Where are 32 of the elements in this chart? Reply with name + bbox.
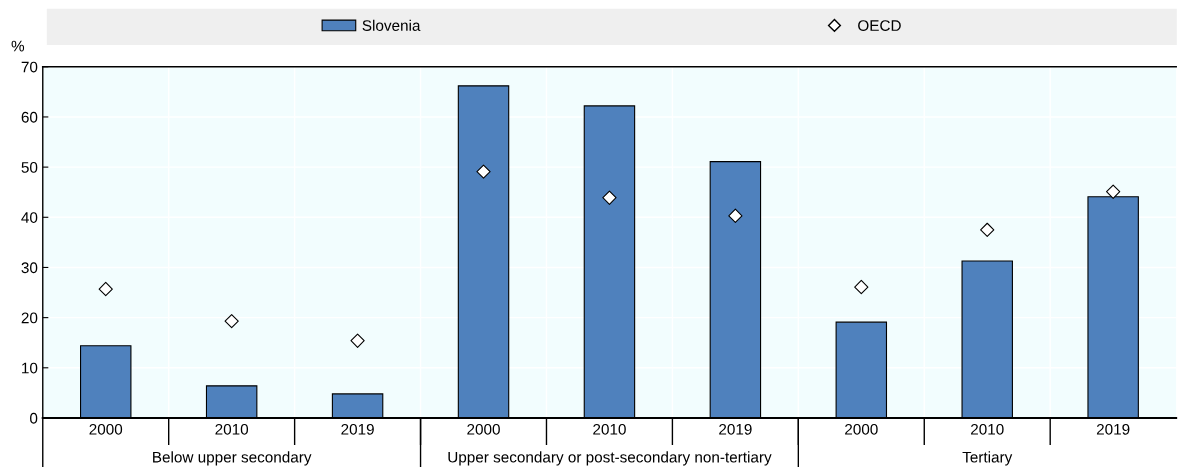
y-tick-label: 30 [21, 262, 38, 274]
point [854, 279, 869, 295]
point [980, 222, 995, 237]
point [602, 190, 617, 205]
point [98, 281, 113, 297]
x-tick-label: 2019 [719, 423, 752, 435]
x-tick-label: 2010 [215, 423, 249, 435]
y-tick-label: 0 [30, 412, 38, 424]
point [224, 313, 239, 329]
y-tick-label: 70 [21, 61, 38, 73]
y-axis-title: % [11, 40, 25, 52]
text: Upper secondary or post-secondary non-tertiary [448, 451, 772, 466]
point [350, 333, 365, 348]
text: Below upper secondary [153, 451, 312, 466]
y-tick-label: 50 [21, 161, 38, 173]
text: Tertiary [962, 451, 1013, 466]
x-tick-label: 2000 [89, 423, 123, 435]
x-tick-label: 2019 [341, 423, 374, 435]
x-tick-label: 2000 [467, 423, 500, 435]
y-tick-label: 40 [21, 212, 38, 223]
x-tick-label: 2000 [845, 423, 878, 435]
x-tick-label: 2010 [971, 423, 1004, 435]
point [1106, 184, 1121, 199]
x-tick-label: 2010 [593, 423, 626, 435]
y-tick-label: 60 [21, 111, 38, 123]
x-tick-label: 2019 [1096, 423, 1130, 435]
y-tick-label: 10 [22, 362, 38, 374]
y-tick-label: 20 [21, 312, 38, 324]
legend-label: Slovenia [362, 19, 421, 31]
legend-label: OECD [858, 20, 901, 31]
point [476, 164, 491, 179]
point [728, 208, 743, 223]
